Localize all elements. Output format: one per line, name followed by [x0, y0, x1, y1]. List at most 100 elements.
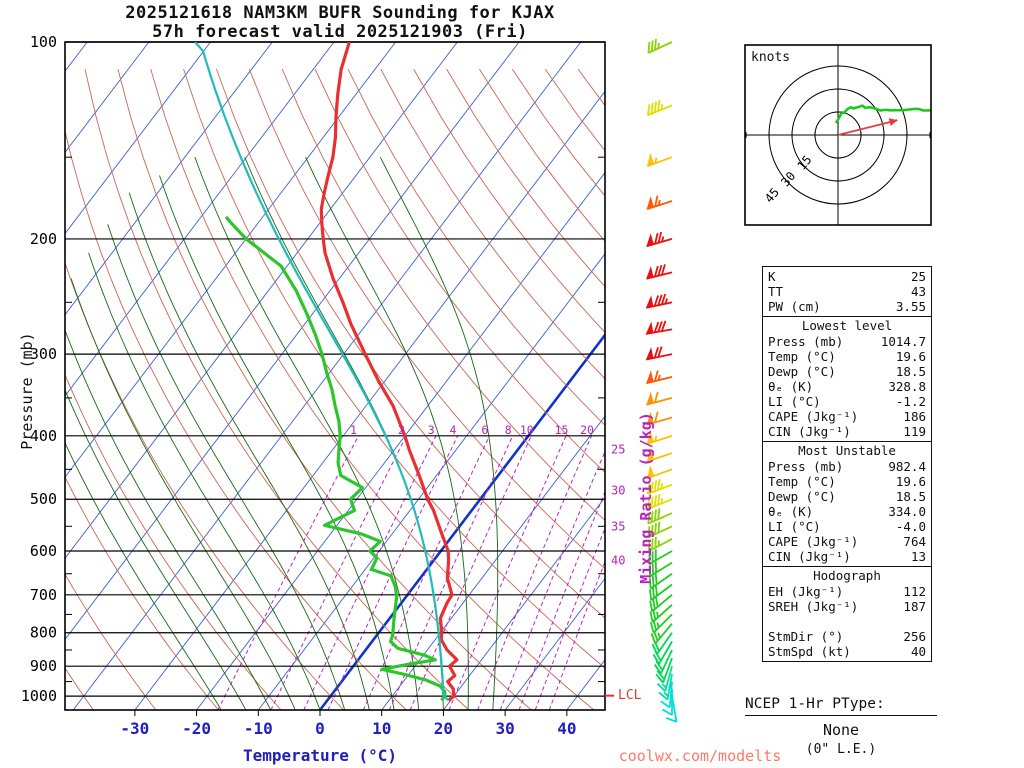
stat-label: Temp (°C): [768, 349, 836, 364]
stat-value: 43: [910, 284, 926, 299]
stat-row: [763, 614, 931, 629]
ptype-block: NCEP 1-Hr PType: None (0" L.E.): [745, 696, 937, 757]
skewt-frame: [64, 41, 606, 716]
svg-text:-30: -30: [120, 719, 149, 738]
stat-value: 3.55: [895, 299, 926, 314]
stat-row: Press (mb) 982.4: [763, 459, 931, 474]
stat-label: CIN (Jkg⁻¹): [768, 549, 851, 564]
stat-label: CAPE (Jkg⁻¹): [768, 409, 859, 424]
svg-text:4: 4: [450, 423, 457, 437]
svg-text:20: 20: [434, 719, 453, 738]
stat-value: [872, 614, 926, 629]
stat-value: 18.5: [895, 364, 926, 379]
svg-text:8: 8: [505, 423, 512, 437]
svg-text:1: 1: [350, 423, 357, 437]
stats-table: K 25 TT 43 PW (cm) 3.55 Lowest level Press (mb)…: [762, 266, 932, 662]
chart-title-line1: 2025121618 NAM3KM BUFR Sounding for KJAX: [125, 3, 555, 23]
svg-text:400: 400: [30, 427, 57, 445]
stat-row: θₑ (K) 328.8: [763, 379, 931, 394]
svg-text:-20: -20: [182, 719, 211, 738]
svg-text:300: 300: [30, 345, 57, 363]
stat-row: CAPE (Jkg⁻¹) 186: [763, 409, 931, 424]
pressure-axis-label: Pressure (mb): [18, 332, 36, 450]
stat-row: Temp (°C) 19.6: [763, 474, 931, 489]
svg-text:20: 20: [580, 423, 594, 437]
stat-value: 119: [903, 424, 926, 439]
stat-label: Press (mb): [768, 334, 844, 349]
svg-text:40: 40: [611, 553, 625, 567]
stat-value: 1014.7: [880, 334, 926, 349]
stat-value: 334.0: [888, 504, 926, 519]
svg-text:700: 700: [30, 586, 57, 604]
svg-text:15: 15: [555, 423, 569, 437]
stat-value: -4.0: [895, 519, 926, 534]
lcl-marker-label: LCL: [618, 687, 642, 703]
svg-text:25: 25: [611, 443, 625, 457]
svg-text:800: 800: [30, 624, 57, 642]
stat-row: Dewp (°C) 18.5: [763, 489, 931, 504]
ptype-value: None: [822, 721, 860, 739]
stat-label: LI (°C): [768, 394, 821, 409]
svg-text:10: 10: [520, 423, 534, 437]
svg-text:3: 3: [428, 423, 435, 437]
stat-label: CAPE (Jkg⁻¹): [768, 534, 859, 549]
stat-row: LI (°C) -4.0: [763, 519, 931, 534]
stat-label: TT: [768, 284, 784, 299]
stat-row: StmDir (°) 256: [763, 629, 931, 644]
stat-row: K 25: [763, 269, 931, 284]
stat-label: [768, 614, 872, 629]
stat-value: 764: [903, 534, 926, 549]
stat-value: 256: [903, 629, 926, 644]
stat-value: 19.6: [895, 349, 926, 364]
stat-row: SREH (Jkg⁻¹) 187: [763, 599, 931, 614]
stat-value: -1.2: [895, 394, 926, 409]
stat-row: Dewp (°C) 18.5: [763, 364, 931, 379]
svg-text:0: 0: [315, 719, 325, 738]
svg-text:900: 900: [30, 657, 57, 675]
ptype-extra: (0" L.E.): [805, 742, 877, 757]
stat-section-header: Hodograph: [763, 566, 931, 584]
svg-text:30: 30: [611, 484, 625, 498]
stat-label: Temp (°C): [768, 474, 836, 489]
stat-value: 982.4: [888, 459, 926, 474]
svg-text:200: 200: [30, 230, 57, 248]
sounding-profiles: [194, 42, 459, 702]
chart-title-line2: 57h forecast valid 2025121903 (Fri): [152, 22, 528, 42]
stat-row: CAPE (Jkg⁻¹) 764: [763, 534, 931, 549]
stat-value: 18.5: [895, 489, 926, 504]
svg-text:1000: 1000: [21, 687, 57, 705]
stat-value: 112: [903, 584, 926, 599]
stat-label: StmSpd (kt): [768, 644, 851, 659]
stat-label: Dewp (°C): [768, 489, 836, 504]
stat-label: SREH (Jkg⁻¹): [768, 599, 859, 614]
hodograph-units-label: knots: [751, 50, 791, 65]
stat-value: 25: [910, 269, 926, 284]
temperature-axis-label: Temperature (°C): [242, 746, 398, 765]
stat-row: CIN (Jkg⁻¹) 13: [763, 549, 931, 564]
stat-label: Dewp (°C): [768, 364, 836, 379]
svg-text:-10: -10: [244, 719, 273, 738]
stat-label: StmDir (°): [768, 629, 844, 644]
stat-label: PW (cm): [768, 299, 821, 314]
stat-row: Temp (°C) 19.6: [763, 349, 931, 364]
stat-label: CIN (Jkg⁻¹): [768, 424, 851, 439]
svg-text:2: 2: [398, 423, 405, 437]
stat-label: K: [768, 269, 776, 284]
svg-text:30: 30: [495, 719, 514, 738]
stat-row: StmSpd (kt) 40: [763, 644, 931, 659]
stat-value: 13: [910, 549, 926, 564]
stat-value: 187: [903, 599, 926, 614]
stat-value: 328.8: [888, 379, 926, 394]
svg-text:35: 35: [611, 519, 625, 533]
stat-row: LI (°C) -1.2: [763, 394, 931, 409]
stat-label: θₑ (K): [768, 379, 814, 394]
stat-row: Press (mb) 1014.7: [763, 334, 931, 349]
stat-row: CIN (Jkg⁻¹) 119: [763, 424, 931, 439]
stat-row: TT 43: [763, 284, 931, 299]
svg-text:40: 40: [557, 719, 576, 738]
ptype-title: NCEP 1-Hr PType:: [745, 696, 937, 716]
stat-value: 186: [903, 409, 926, 424]
skewt-labels: 1 2 3 4 6 8 10 15 202530354010020030040050060070…: [21, 33, 626, 738]
